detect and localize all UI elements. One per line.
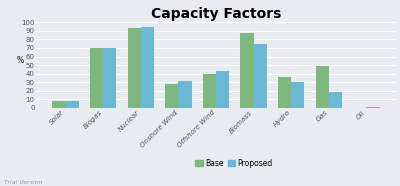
Bar — [254, 44, 267, 108]
Bar — [366, 107, 380, 108]
Bar — [329, 92, 342, 108]
Bar — [52, 101, 66, 108]
Bar — [141, 27, 154, 108]
Bar — [240, 33, 254, 108]
Bar — [165, 84, 178, 108]
Title: Capacity Factors: Capacity Factors — [151, 7, 281, 21]
Y-axis label: %: % — [16, 56, 23, 65]
Legend: Base, Proposed: Base, Proposed — [192, 156, 276, 171]
Bar — [291, 82, 304, 108]
Bar — [316, 66, 329, 108]
Bar — [203, 74, 216, 108]
Bar — [90, 48, 103, 108]
Text: Trial Version: Trial Version — [4, 180, 43, 185]
Bar — [66, 101, 79, 108]
Bar — [128, 28, 141, 108]
Bar — [216, 71, 229, 108]
Bar — [103, 48, 116, 108]
Bar — [278, 77, 291, 108]
Bar — [178, 81, 192, 108]
